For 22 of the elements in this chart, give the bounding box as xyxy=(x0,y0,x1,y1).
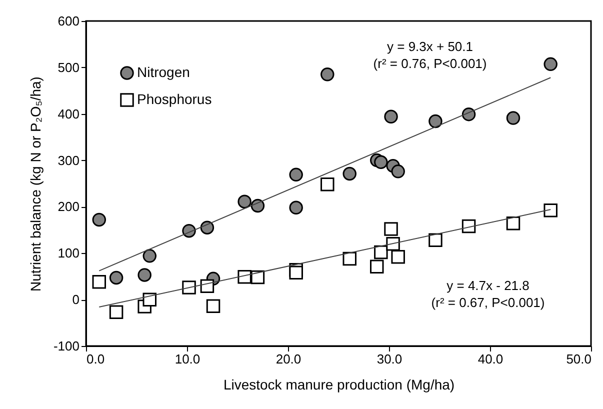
y-tick-label: 100 xyxy=(58,246,80,261)
y-tick-label: 600 xyxy=(58,14,80,28)
y-tick-label: 500 xyxy=(58,60,80,75)
x-tick-label: 50.0 xyxy=(566,352,592,366)
y-tick-label: 300 xyxy=(58,152,80,168)
annotation: (r² = 0.76, P<0.001) xyxy=(373,56,487,71)
y-tick-label: 200 xyxy=(58,199,80,214)
x-tick-label: 20.0 xyxy=(276,352,302,366)
annotation: y = 9.3x + 50.1 xyxy=(386,39,474,54)
annotation: (r² = 0.67, P<0.001) xyxy=(431,295,545,310)
annotation: y = 4.7x - 21.8 xyxy=(446,278,530,293)
y-tick-label: 400 xyxy=(58,106,80,122)
y-tick-label: -100 xyxy=(53,338,80,354)
x-tick-label: 0.0 xyxy=(86,352,105,366)
y-tick-label: 0 xyxy=(72,292,80,308)
x-axis-title: Livestock manure production (Mg/ha) xyxy=(223,376,455,392)
y-axis-title: Nutrient balance (kg N or P₂O₅/ha) xyxy=(27,76,44,292)
legend-label: Nitrogen xyxy=(137,64,190,80)
x-tick-label: 30.0 xyxy=(376,352,402,366)
legend-label: Phosphorus xyxy=(137,91,212,107)
x-tick-label: 10.0 xyxy=(174,352,200,366)
x-tick-label: 40.0 xyxy=(478,352,504,366)
